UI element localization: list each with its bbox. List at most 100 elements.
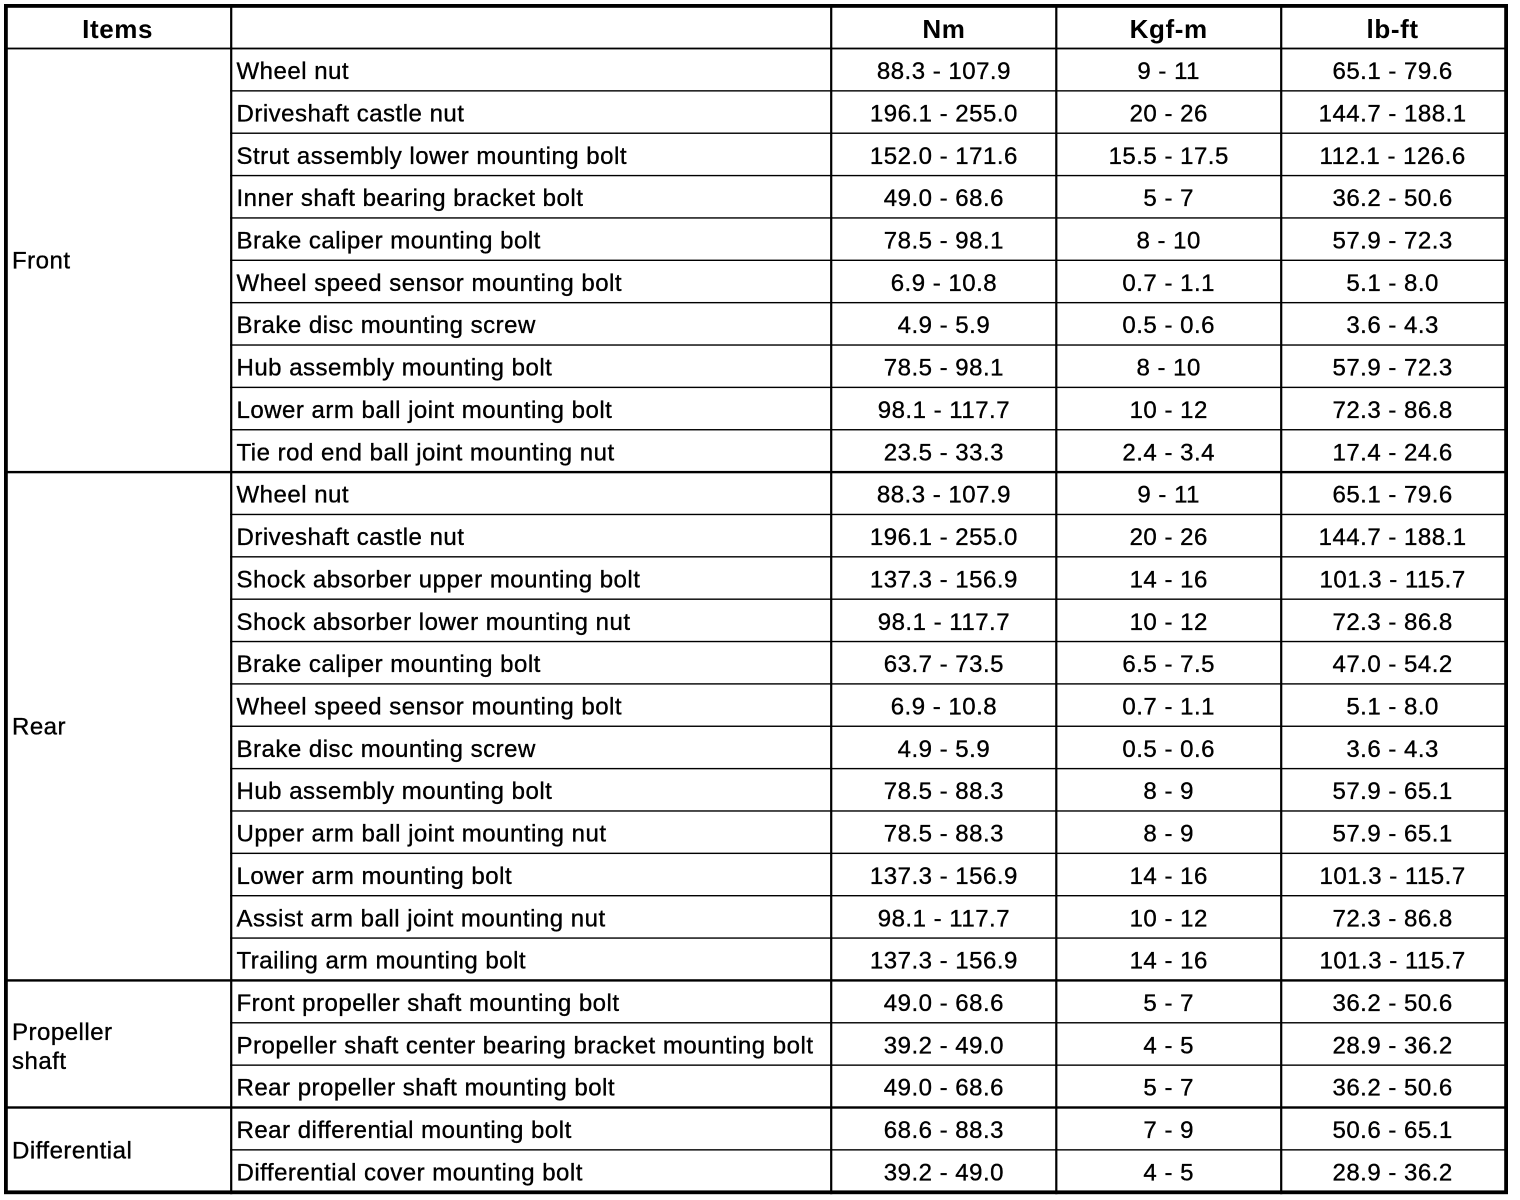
svg-text:3.6 - 4.3: 3.6 - 4.3 <box>1346 312 1439 339</box>
svg-text:57.9 - 72.3: 57.9 - 72.3 <box>1332 228 1452 255</box>
svg-text:196.1 - 255.0: 196.1 - 255.0 <box>870 100 1018 127</box>
svg-text:Nm: Nm <box>922 14 965 44</box>
svg-text:49.0 - 68.6: 49.0 - 68.6 <box>884 990 1004 1017</box>
svg-text:5 - 7: 5 - 7 <box>1143 1075 1194 1102</box>
svg-text:144.7 - 188.1: 144.7 - 188.1 <box>1319 524 1467 551</box>
svg-text:88.3 - 107.9: 88.3 - 107.9 <box>877 58 1011 85</box>
svg-text:Propeller: Propeller <box>12 1019 113 1046</box>
svg-text:57.9 - 72.3: 57.9 - 72.3 <box>1332 355 1452 382</box>
svg-text:8 - 9: 8 - 9 <box>1143 778 1194 805</box>
svg-text:Kgf-m: Kgf-m <box>1130 14 1208 44</box>
svg-text:Assist arm ball joint mounting: Assist arm ball joint mounting nut <box>237 905 606 932</box>
svg-text:78.5 - 98.1: 78.5 - 98.1 <box>884 228 1004 255</box>
svg-text:Trailing arm mounting bolt: Trailing arm mounting bolt <box>237 948 527 975</box>
svg-text:Brake disc mounting screw: Brake disc mounting screw <box>237 312 536 339</box>
svg-text:Differential: Differential <box>12 1138 132 1165</box>
svg-text:78.5 - 88.3: 78.5 - 88.3 <box>884 821 1004 848</box>
svg-text:Driveshaft castle nut: Driveshaft castle nut <box>237 100 465 127</box>
svg-text:7 - 9: 7 - 9 <box>1143 1117 1194 1144</box>
svg-text:Propeller shaft center bearing: Propeller shaft center bearing bracket m… <box>237 1032 814 1059</box>
svg-text:20 - 26: 20 - 26 <box>1130 100 1208 127</box>
svg-text:39.2 - 49.0: 39.2 - 49.0 <box>884 1032 1004 1059</box>
svg-text:152.0 - 171.6: 152.0 - 171.6 <box>870 143 1018 170</box>
svg-text:0.7 - 1.1: 0.7 - 1.1 <box>1122 270 1215 297</box>
svg-text:4.9 - 5.9: 4.9 - 5.9 <box>898 312 991 339</box>
svg-text:5 - 7: 5 - 7 <box>1143 990 1194 1017</box>
svg-text:Shock absorber upper mounting: Shock absorber upper mounting bolt <box>237 566 641 593</box>
svg-text:Hub assembly mounting bolt: Hub assembly mounting bolt <box>237 355 553 382</box>
svg-text:78.5 - 98.1: 78.5 - 98.1 <box>884 355 1004 382</box>
svg-text:Lower arm mounting bolt: Lower arm mounting bolt <box>237 863 513 890</box>
svg-text:65.1 - 79.6: 65.1 - 79.6 <box>1332 482 1452 509</box>
svg-text:57.9 - 65.1: 57.9 - 65.1 <box>1332 778 1452 805</box>
svg-text:2.4 - 3.4: 2.4 - 3.4 <box>1122 439 1215 466</box>
svg-text:Front propeller shaft mounting: Front propeller shaft mounting bolt <box>237 990 620 1017</box>
svg-text:Front: Front <box>12 247 71 274</box>
svg-text:Wheel speed sensor mounting bo: Wheel speed sensor mounting bolt <box>237 693 623 720</box>
svg-text:23.5 - 33.3: 23.5 - 33.3 <box>884 439 1004 466</box>
svg-text:Differential cover mounting bo: Differential cover mounting bolt <box>237 1159 583 1186</box>
svg-text:72.3 - 86.8: 72.3 - 86.8 <box>1332 609 1452 636</box>
svg-text:101.3 - 115.7: 101.3 - 115.7 <box>1320 863 1466 890</box>
svg-text:47.0 - 54.2: 47.0 - 54.2 <box>1332 651 1452 678</box>
svg-text:36.2 - 50.6: 36.2 - 50.6 <box>1332 990 1452 1017</box>
svg-text:137.3 - 156.9: 137.3 - 156.9 <box>870 948 1018 975</box>
svg-text:Shock absorber lower mounting: Shock absorber lower mounting nut <box>237 609 631 636</box>
svg-text:65.1 - 79.6: 65.1 - 79.6 <box>1332 58 1452 85</box>
svg-text:28.9 - 36.2: 28.9 - 36.2 <box>1332 1032 1452 1059</box>
svg-text:10 - 12: 10 - 12 <box>1130 397 1208 424</box>
svg-text:101.3 - 115.7: 101.3 - 115.7 <box>1320 948 1466 975</box>
svg-text:4.9 - 5.9: 4.9 - 5.9 <box>898 736 991 763</box>
svg-text:5.1 - 8.0: 5.1 - 8.0 <box>1346 693 1439 720</box>
svg-text:68.6 - 88.3: 68.6 - 88.3 <box>884 1117 1004 1144</box>
svg-text:98.1 - 117.7: 98.1 - 117.7 <box>878 609 1010 636</box>
svg-text:0.7 - 1.1: 0.7 - 1.1 <box>1122 693 1215 720</box>
svg-text:137.3 - 156.9: 137.3 - 156.9 <box>870 863 1018 890</box>
svg-text:Rear differential mounting bol: Rear differential mounting bolt <box>237 1117 572 1144</box>
svg-text:Brake disc mounting screw: Brake disc mounting screw <box>237 736 536 763</box>
svg-text:72.3 - 86.8: 72.3 - 86.8 <box>1332 905 1452 932</box>
svg-text:14 - 16: 14 - 16 <box>1130 948 1208 975</box>
svg-text:8 - 10: 8 - 10 <box>1137 228 1201 255</box>
svg-text:49.0 - 68.6: 49.0 - 68.6 <box>884 1075 1004 1102</box>
svg-text:Upper arm ball joint mounting: Upper arm ball joint mounting nut <box>237 821 607 848</box>
svg-text:6.9 - 10.8: 6.9 - 10.8 <box>891 693 997 720</box>
svg-text:15.5 - 17.5: 15.5 - 17.5 <box>1109 143 1229 170</box>
svg-text:49.0 - 68.6: 49.0 - 68.6 <box>884 185 1004 212</box>
svg-text:0.5 - 0.6: 0.5 - 0.6 <box>1122 312 1215 339</box>
svg-text:Items: Items <box>82 14 153 44</box>
svg-text:9 - 11: 9 - 11 <box>1137 58 1200 85</box>
svg-text:101.3 - 115.7: 101.3 - 115.7 <box>1320 566 1466 593</box>
svg-text:14 - 16: 14 - 16 <box>1130 863 1208 890</box>
svg-text:Wheel nut: Wheel nut <box>237 482 350 509</box>
svg-text:17.4 - 24.6: 17.4 - 24.6 <box>1332 439 1452 466</box>
svg-text:Lower arm ball joint mounting: Lower arm ball joint mounting bolt <box>237 397 613 424</box>
svg-text:Wheel nut: Wheel nut <box>237 58 350 85</box>
svg-text:0.5 - 0.6: 0.5 - 0.6 <box>1122 736 1215 763</box>
svg-text:98.1 - 117.7: 98.1 - 117.7 <box>878 397 1010 424</box>
svg-text:4 - 5: 4 - 5 <box>1143 1159 1194 1186</box>
svg-text:196.1 - 255.0: 196.1 - 255.0 <box>870 524 1018 551</box>
svg-text:63.7 - 73.5: 63.7 - 73.5 <box>884 651 1004 678</box>
svg-text:9 - 11: 9 - 11 <box>1137 482 1200 509</box>
svg-text:lb-ft: lb-ft <box>1367 14 1419 44</box>
svg-text:14 - 16: 14 - 16 <box>1130 566 1208 593</box>
svg-text:78.5 - 88.3: 78.5 - 88.3 <box>884 778 1004 805</box>
svg-text:3.6 - 4.3: 3.6 - 4.3 <box>1346 736 1439 763</box>
svg-text:Inner shaft bearing bracket bo: Inner shaft bearing bracket bolt <box>237 185 584 212</box>
svg-text:Hub assembly mounting bolt: Hub assembly mounting bolt <box>237 778 553 805</box>
svg-text:6.9 - 10.8: 6.9 - 10.8 <box>891 270 997 297</box>
svg-text:112.1 - 126.6: 112.1 - 126.6 <box>1320 143 1466 170</box>
svg-text:36.2 - 50.6: 36.2 - 50.6 <box>1332 1075 1452 1102</box>
svg-text:98.1 - 117.7: 98.1 - 117.7 <box>878 905 1010 932</box>
svg-text:Driveshaft castle nut: Driveshaft castle nut <box>237 524 465 551</box>
svg-text:Rear propeller shaft mounting: Rear propeller shaft mounting bolt <box>237 1075 616 1102</box>
svg-text:Brake caliper mounting bolt: Brake caliper mounting bolt <box>237 228 541 255</box>
svg-text:Rear: Rear <box>12 713 66 740</box>
svg-text:8 - 9: 8 - 9 <box>1143 821 1194 848</box>
svg-text:88.3 - 107.9: 88.3 - 107.9 <box>877 482 1011 509</box>
svg-text:Brake caliper mounting bolt: Brake caliper mounting bolt <box>237 651 541 678</box>
svg-text:10 - 12: 10 - 12 <box>1130 905 1208 932</box>
svg-text:Wheel speed sensor mounting bo: Wheel speed sensor mounting bolt <box>237 270 623 297</box>
svg-text:5 - 7: 5 - 7 <box>1143 185 1194 212</box>
